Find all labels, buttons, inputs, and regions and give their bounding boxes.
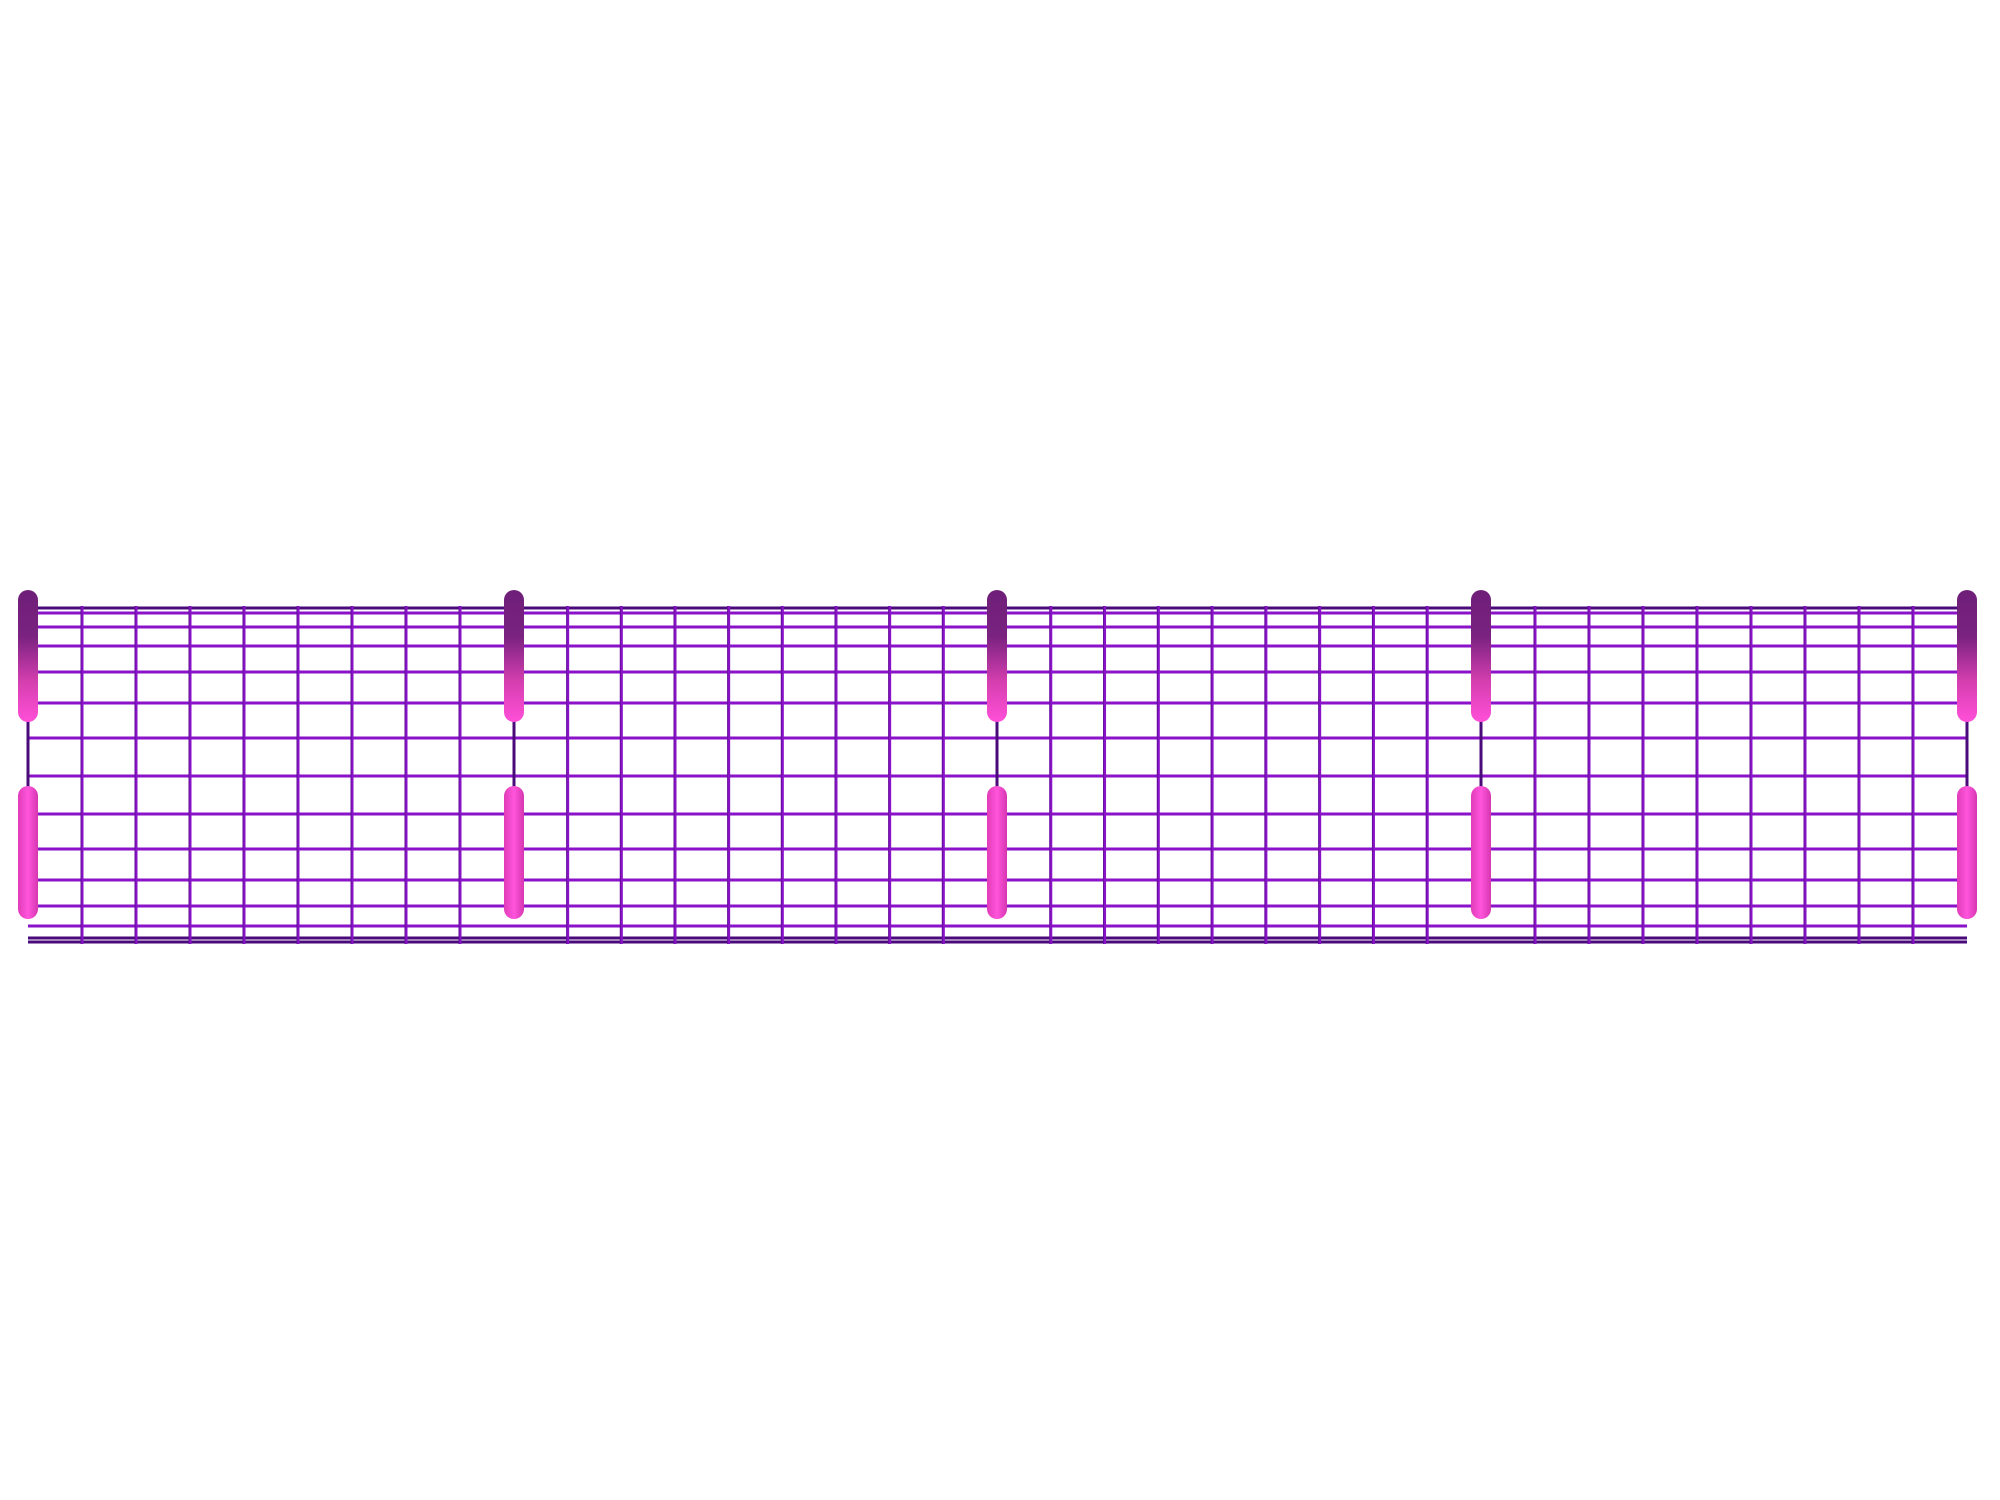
upper-post xyxy=(504,590,524,722)
upper-post xyxy=(1957,590,1977,722)
lower-post xyxy=(1957,786,1977,919)
upper-post xyxy=(987,590,1007,722)
lower-post xyxy=(987,786,1007,919)
lower-post xyxy=(504,786,524,919)
upper-post xyxy=(1471,590,1491,722)
lower-post xyxy=(18,786,38,919)
wire-mesh xyxy=(28,606,1967,944)
fence-posts xyxy=(18,590,1977,919)
lower-post xyxy=(1471,786,1491,919)
upper-post xyxy=(18,590,38,722)
